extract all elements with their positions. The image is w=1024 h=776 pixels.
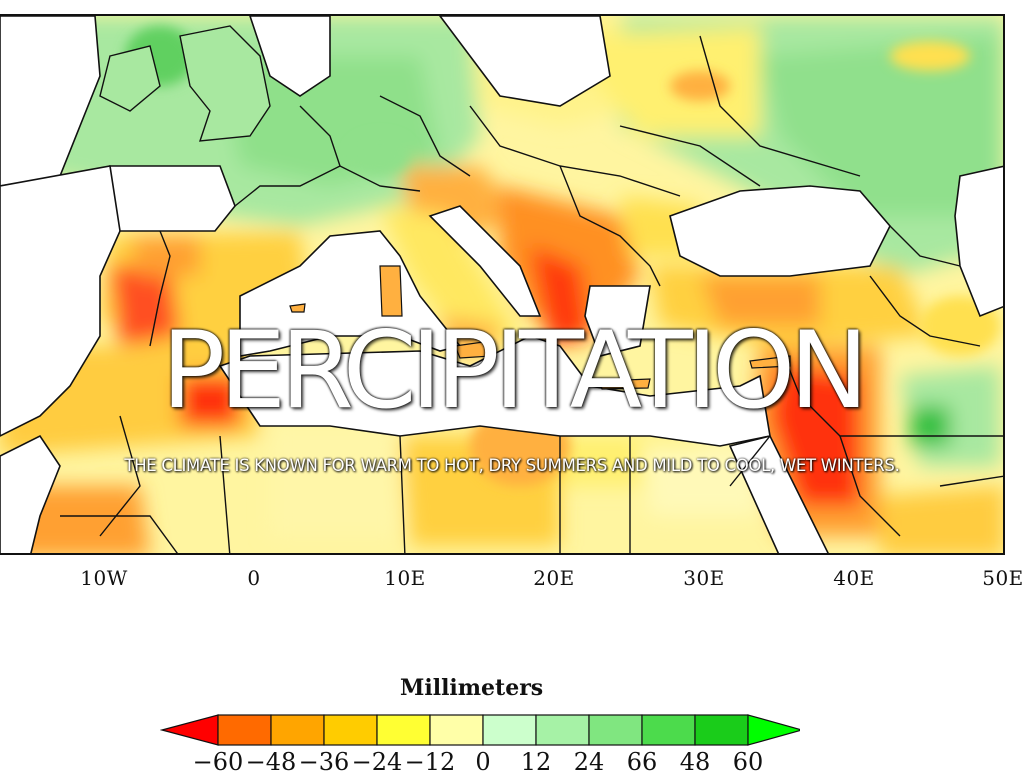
longitude-label-50e: 50E xyxy=(982,566,1024,590)
british-isles xyxy=(99,25,271,142)
legend-swatch xyxy=(588,714,643,746)
legend-tick-label: 48 xyxy=(679,748,711,776)
legend-tick-label: −24 xyxy=(351,748,403,776)
legend-arrow-high xyxy=(747,714,800,746)
borders xyxy=(60,35,1003,553)
legend-tick-label: −60 xyxy=(192,748,244,776)
legend-swatch xyxy=(270,714,325,746)
legend-swatch xyxy=(376,714,431,746)
legend-arrow-low xyxy=(160,714,219,746)
legend-title: Millimeters xyxy=(400,675,544,701)
longitude-label-10e: 10E xyxy=(384,566,426,590)
islands xyxy=(289,265,791,390)
longitude-label-0: 0 xyxy=(247,566,261,590)
legend-tick-label: 66 xyxy=(626,748,658,776)
longitude-label-10w: 10W xyxy=(80,566,128,590)
longitude-label-40e: 40E xyxy=(833,566,875,590)
longitude-label-20e: 20E xyxy=(533,566,575,590)
legend-tick-label: 0 xyxy=(475,748,491,776)
legend-swatch xyxy=(323,714,378,746)
legend-tick-label: −36 xyxy=(298,748,350,776)
overlay-subtitle: THE CLIMATE IS KNOWN FOR WARM TO HOT, DR… xyxy=(124,456,900,475)
legend-swatch xyxy=(535,714,590,746)
legend-tick-label: −12 xyxy=(404,748,456,776)
overlay-title: PERCIPITATION xyxy=(161,309,868,432)
legend-tick-label: −48 xyxy=(245,748,297,776)
legend-tick-label: 24 xyxy=(573,748,605,776)
legend-swatch xyxy=(641,714,696,746)
legend-color-bar xyxy=(160,714,800,746)
legend-tick-label: 12 xyxy=(520,748,552,776)
seas xyxy=(0,16,1003,553)
legend-swatch xyxy=(694,714,749,746)
longitude-label-30e: 30E xyxy=(683,566,725,590)
legend-swatch xyxy=(217,714,272,746)
legend-swatch xyxy=(482,714,537,746)
map-svg xyxy=(0,16,1003,553)
legend-tick-label: 60 xyxy=(732,748,764,776)
legend-swatch xyxy=(429,714,484,746)
precipitation-map xyxy=(0,14,1005,555)
